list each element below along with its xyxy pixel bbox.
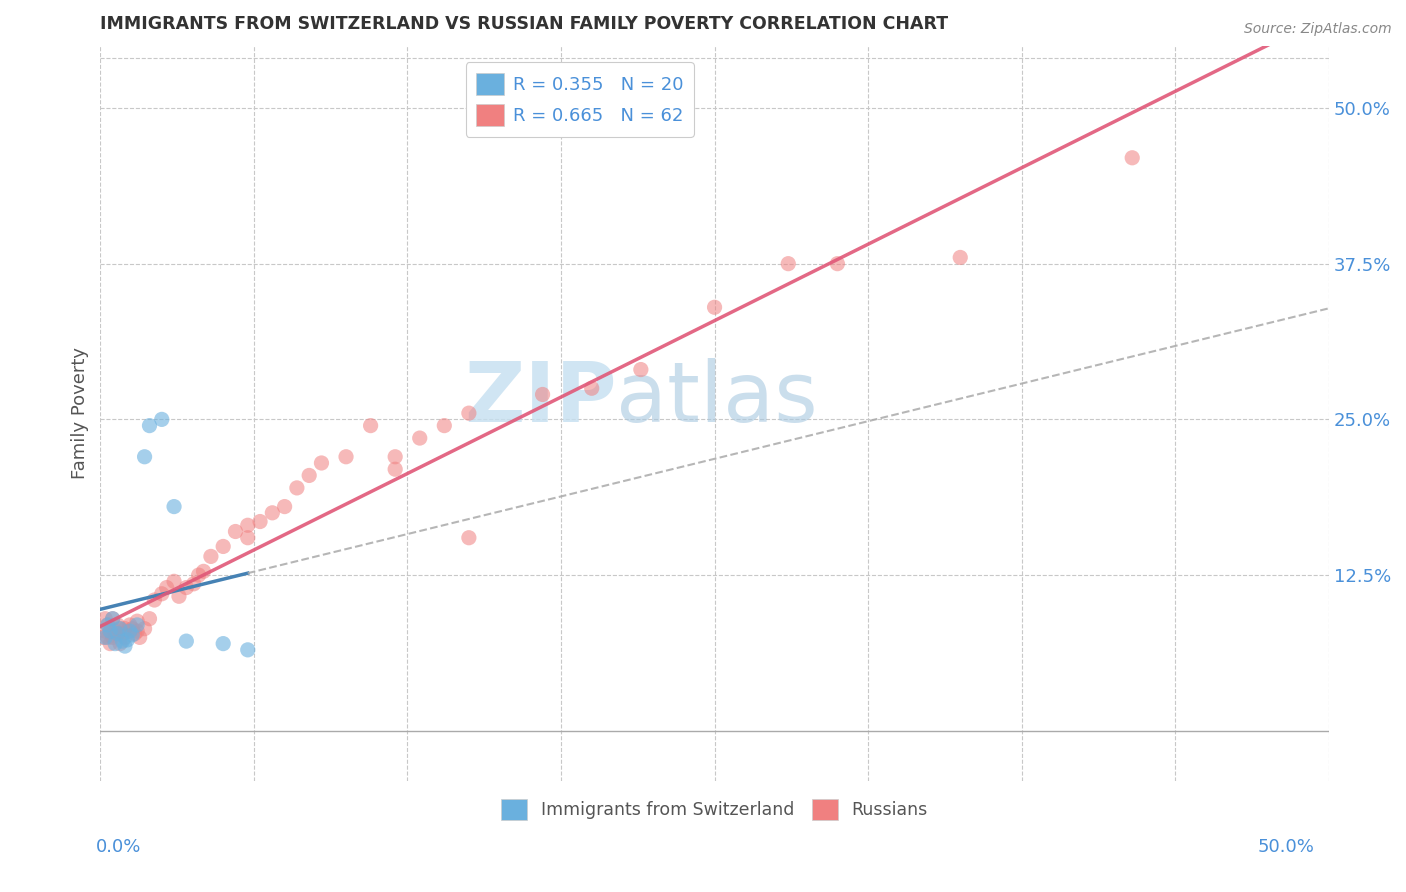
Text: IMMIGRANTS FROM SWITZERLAND VS RUSSIAN FAMILY POVERTY CORRELATION CHART: IMMIGRANTS FROM SWITZERLAND VS RUSSIAN F…: [100, 15, 949, 33]
Point: [1121, 151, 1143, 165]
Point: [97, 618, 120, 632]
Point: [298, 468, 321, 483]
Point: [163, 500, 186, 514]
Point: [176, 581, 198, 595]
Point: [384, 450, 406, 464]
Point: [108, 622, 131, 636]
Point: [91, 631, 114, 645]
Point: [108, 637, 131, 651]
Point: [134, 622, 156, 636]
Point: [273, 500, 295, 514]
Point: [212, 540, 235, 554]
Point: [200, 549, 222, 564]
Point: [111, 634, 134, 648]
Point: [138, 612, 160, 626]
Point: [94, 612, 117, 626]
Point: [183, 577, 205, 591]
Point: [121, 628, 143, 642]
Point: [150, 587, 173, 601]
Point: [107, 626, 129, 640]
Point: [121, 622, 143, 636]
Point: [98, 637, 121, 651]
Point: [156, 581, 179, 595]
Point: [127, 618, 149, 632]
Point: [134, 450, 156, 464]
Point: [187, 568, 209, 582]
Text: 50.0%: 50.0%: [1258, 838, 1315, 856]
Point: [97, 631, 120, 645]
Point: [949, 251, 972, 265]
Text: atlas: atlas: [616, 358, 818, 439]
Point: [117, 632, 139, 647]
Point: [94, 631, 117, 645]
Point: [360, 418, 382, 433]
Point: [409, 431, 432, 445]
Point: [433, 418, 456, 433]
Point: [114, 622, 136, 636]
Point: [101, 612, 124, 626]
Point: [98, 624, 121, 639]
Point: [335, 450, 357, 464]
Point: [150, 412, 173, 426]
Point: [703, 300, 725, 314]
Point: [285, 481, 308, 495]
Point: [124, 626, 146, 640]
Point: [107, 618, 129, 632]
Point: [127, 614, 149, 628]
Text: ZIP: ZIP: [464, 358, 616, 439]
Point: [630, 362, 652, 376]
Point: [827, 257, 849, 271]
Point: [193, 565, 215, 579]
Point: [176, 634, 198, 648]
Point: [236, 531, 259, 545]
Point: [114, 631, 136, 645]
Point: [111, 626, 134, 640]
Point: [117, 624, 139, 639]
Point: [104, 637, 127, 651]
Point: [138, 418, 160, 433]
Point: [108, 622, 131, 636]
Point: [581, 381, 603, 395]
Point: [778, 257, 800, 271]
Point: [107, 626, 129, 640]
Point: [114, 639, 136, 653]
Point: [128, 631, 150, 645]
Point: [97, 618, 120, 632]
Point: [163, 574, 186, 589]
Text: 0.0%: 0.0%: [96, 838, 141, 856]
Point: [167, 589, 190, 603]
Y-axis label: Family Poverty: Family Poverty: [72, 347, 89, 479]
Point: [212, 637, 235, 651]
Point: [531, 387, 554, 401]
Point: [104, 624, 127, 639]
Point: [98, 624, 121, 639]
Point: [101, 612, 124, 626]
Point: [118, 618, 141, 632]
Point: [118, 624, 141, 639]
Point: [457, 531, 479, 545]
Point: [94, 624, 117, 639]
Point: [262, 506, 284, 520]
Legend: Immigrants from Switzerland, Russians: Immigrants from Switzerland, Russians: [494, 792, 935, 827]
Point: [249, 515, 271, 529]
Point: [236, 643, 259, 657]
Text: Source: ZipAtlas.com: Source: ZipAtlas.com: [1244, 22, 1392, 37]
Point: [236, 518, 259, 533]
Point: [127, 624, 149, 639]
Point: [311, 456, 333, 470]
Point: [101, 631, 124, 645]
Point: [457, 406, 479, 420]
Point: [384, 462, 406, 476]
Point: [143, 593, 166, 607]
Point: [224, 524, 246, 539]
